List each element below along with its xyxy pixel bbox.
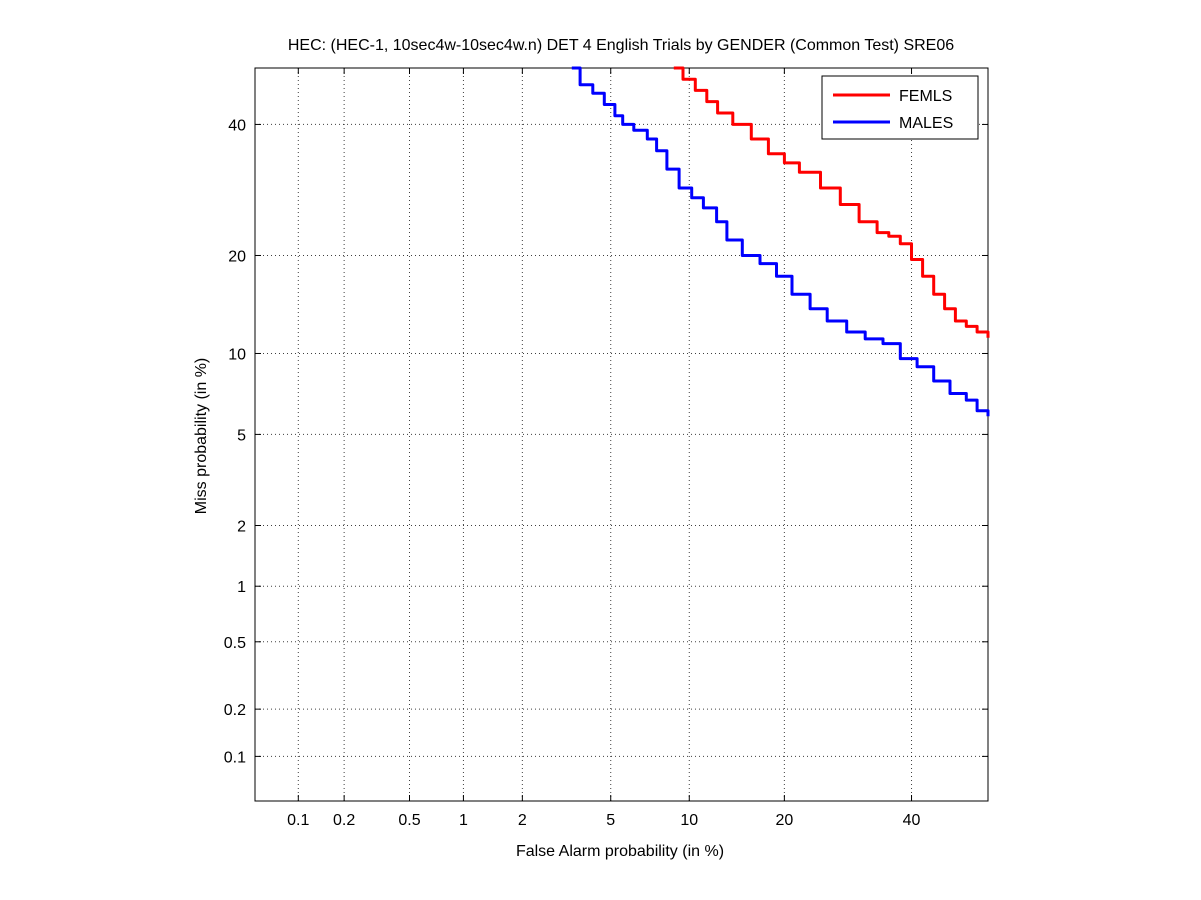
x-tick-label: 10 [680, 812, 698, 829]
legend: FEMLS MALES [821, 75, 979, 140]
chart-title: HEC: (HEC-1, 10sec4w-10sec4w.n) DET 4 En… [288, 37, 954, 54]
x-tick-label: 5 [606, 812, 615, 829]
y-tick-label: 0.5 [224, 635, 246, 652]
y-axis-label: Miss probability (in %) [193, 358, 210, 514]
y-tick-label: 0.1 [224, 749, 246, 766]
y-tick-label: 20 [228, 248, 246, 265]
legend-box [821, 75, 979, 140]
legend-label-males: MALES [899, 115, 953, 132]
y-tick-label: 10 [228, 346, 246, 363]
y-tick-label: 0.2 [224, 702, 246, 719]
y-tick-label: 40 [228, 117, 246, 134]
series-line-males [571, 66, 990, 417]
x-tick-label: 2 [518, 812, 527, 829]
y-tick-label: 5 [237, 427, 246, 444]
tick-layer: 0.1 0.2 0.5 1 2 5 10 20 40 0.1 0.2 0.5 1 2 5 10 20 40 [224, 68, 988, 829]
x-tick-label: 0.5 [398, 812, 420, 829]
x-tick-label: 1 [459, 812, 468, 829]
series-layer [571, 66, 990, 417]
legend-label-femls: FEMLS [899, 88, 952, 105]
series-line-femls [673, 66, 990, 338]
x-axis-label: False Alarm probability (in %) [516, 843, 724, 860]
x-tick-label: 40 [903, 812, 921, 829]
x-tick-label: 0.1 [287, 812, 309, 829]
x-tick-label: 20 [775, 812, 793, 829]
y-tick-label: 2 [237, 518, 246, 535]
x-tick-label: 0.2 [333, 812, 355, 829]
y-tick-label: 1 [237, 579, 246, 596]
